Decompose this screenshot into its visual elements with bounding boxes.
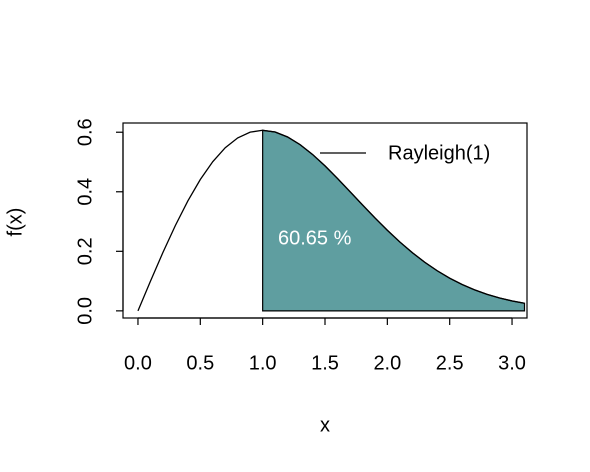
x-tick-label: 2.5: [436, 352, 464, 374]
x-tick-label: 1.5: [311, 352, 339, 374]
density-line: [137, 129, 525, 312]
legend-label: Rayleigh(1): [388, 142, 490, 164]
y-tick-label: 0.2: [74, 237, 96, 265]
x-tick-label: 0.5: [186, 352, 214, 374]
y-tick-label: 0.0: [74, 297, 96, 325]
x-axis-title: x: [320, 414, 330, 436]
x-tick-label: 1.0: [249, 352, 277, 374]
y-axis-title: f(x): [4, 208, 26, 237]
y-tick-label: 0.6: [74, 118, 96, 146]
x-tick-label: 2.0: [373, 352, 401, 374]
x-tick-label: 0.0: [124, 352, 152, 374]
x-tick-label: 3.0: [498, 352, 526, 374]
y-tick-label: 0.4: [74, 178, 96, 206]
annotation: 60.65 %: [278, 227, 352, 249]
